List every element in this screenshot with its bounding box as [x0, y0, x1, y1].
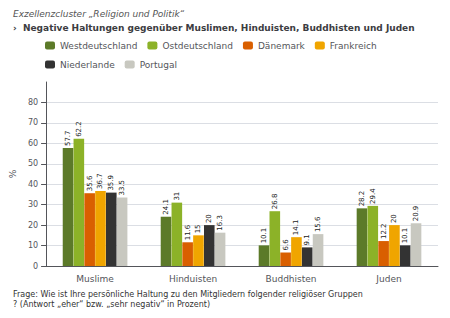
svg-text:%: %: [8, 169, 18, 178]
svg-text:Ostdeutschland: Ostdeutschland: [162, 41, 233, 51]
svg-text:12.2: 12.2: [380, 223, 388, 239]
svg-text:10.1: 10.1: [401, 228, 409, 244]
svg-text:Exzellenzcluster „Religion und: Exzellenzcluster „Religion und Politik“: [13, 9, 185, 19]
svg-text:10: 10: [28, 241, 38, 250]
svg-text:15.6: 15.6: [314, 216, 322, 232]
svg-text:20: 20: [205, 214, 213, 223]
svg-text:Dänemark: Dänemark: [258, 41, 306, 51]
svg-text:35.6: 35.6: [86, 175, 94, 191]
svg-text:62.2: 62.2: [75, 121, 83, 137]
svg-text:40: 40: [28, 180, 38, 189]
svg-text:Hinduisten: Hinduisten: [169, 274, 217, 284]
svg-text:6.6: 6.6: [282, 239, 290, 251]
svg-text:16.3: 16.3: [216, 215, 224, 231]
svg-text:24.1: 24.1: [162, 199, 170, 215]
svg-text:36.7: 36.7: [96, 173, 104, 189]
svg-text:15: 15: [194, 224, 202, 233]
svg-text:70: 70: [28, 118, 38, 127]
svg-text:Frankreich: Frankreich: [330, 41, 377, 51]
svg-text:57.7: 57.7: [64, 130, 72, 146]
svg-text:Niederlande: Niederlande: [60, 60, 115, 70]
svg-text:20: 20: [28, 221, 38, 230]
svg-text:Portugal: Portugal: [140, 60, 177, 70]
svg-text:20.9: 20.9: [412, 206, 420, 222]
svg-text:29.4: 29.4: [369, 188, 377, 204]
svg-text:20: 20: [390, 214, 398, 223]
svg-text:30: 30: [28, 200, 38, 209]
svg-text:14.1: 14.1: [292, 220, 300, 236]
svg-text:Frage: Wie ist Ihre persönlich: Frage: Wie ist Ihre persönliche Haltung …: [13, 290, 363, 299]
svg-text:› Negative Haltungen gegenübe: › Negative Haltungen gegenüber Muslimen,…: [13, 23, 415, 33]
svg-text:26.8: 26.8: [271, 194, 279, 210]
svg-text:Juden: Juden: [375, 274, 401, 284]
svg-text:50: 50: [28, 159, 38, 168]
svg-text:0: 0: [33, 262, 38, 271]
svg-text:10.1: 10.1: [260, 228, 268, 244]
svg-text:31: 31: [173, 192, 181, 201]
svg-text:11.6: 11.6: [184, 224, 192, 240]
svg-text:60: 60: [28, 139, 38, 148]
svg-text:Westdeutschland: Westdeutschland: [60, 41, 137, 51]
svg-text:28.2: 28.2: [358, 191, 366, 207]
svg-text:Buddhisten: Buddhisten: [266, 274, 317, 284]
svg-text:? (Antwort „eher“ bzw. „sehr n: ? (Antwort „eher“ bzw. „sehr negativ“ in…: [13, 300, 210, 309]
svg-text:Muslime: Muslime: [76, 274, 114, 284]
svg-text:35.9: 35.9: [107, 175, 115, 191]
svg-text:80: 80: [28, 98, 38, 107]
svg-text:33.5: 33.5: [118, 180, 126, 196]
svg-text:9.1: 9.1: [303, 234, 311, 245]
